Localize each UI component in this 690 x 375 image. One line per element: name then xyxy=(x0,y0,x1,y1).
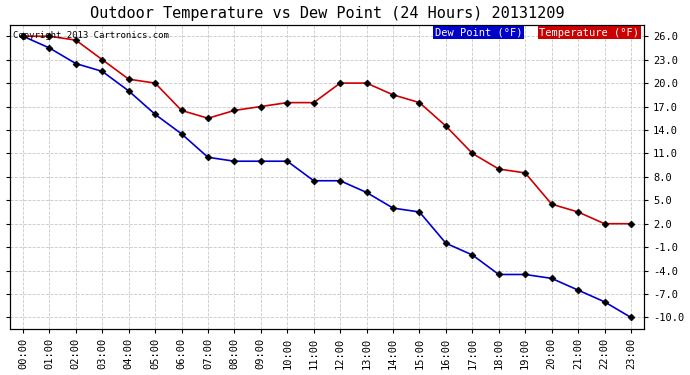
Text: Copyright 2013 Cartronics.com: Copyright 2013 Cartronics.com xyxy=(13,31,169,40)
Text: Temperature (°F): Temperature (°F) xyxy=(540,27,640,38)
Text: Dew Point (°F): Dew Point (°F) xyxy=(435,27,522,38)
Title: Outdoor Temperature vs Dew Point (24 Hours) 20131209: Outdoor Temperature vs Dew Point (24 Hou… xyxy=(90,6,564,21)
